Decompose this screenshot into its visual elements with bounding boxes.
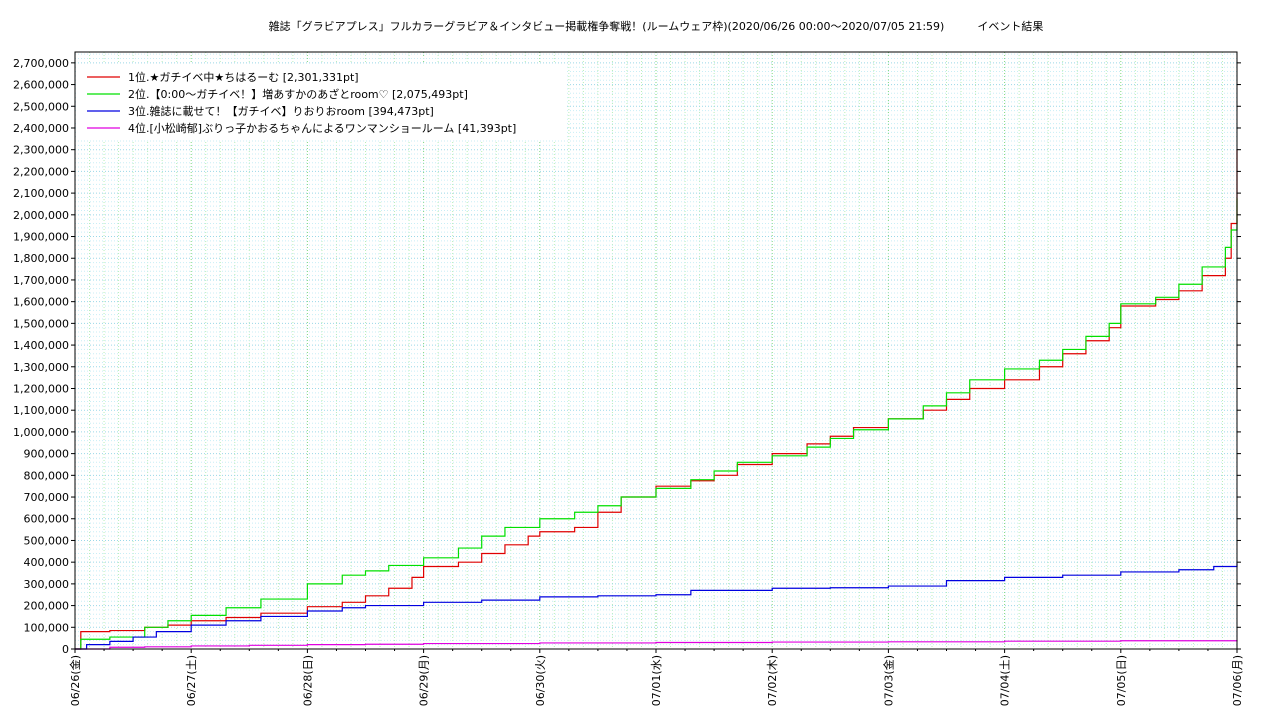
legend: 1位.★ガチイベ中★ちはるーむ [2,301,331pt] 2位.【0:00～ガチ…: [77, 64, 567, 140]
x-axis: 06/26(金) 06/27(土) 06/28(日) 06/29(月) 06/30(火)…: [68, 649, 1244, 706]
y-tick-label: 400,000: [24, 556, 70, 569]
y-tick-label: 1,300,000: [13, 361, 69, 374]
y-tick-label: 2,000,000: [13, 209, 69, 222]
x-tick-label: 06/28(日): [301, 655, 314, 706]
y-tick-label: 200,000: [24, 600, 70, 613]
y-tick-label: 600,000: [24, 513, 70, 526]
series-line-2: [75, 198, 1238, 650]
y-tick-label: 1,200,000: [13, 382, 69, 395]
x-tick-label: 06/27(土): [185, 655, 198, 706]
y-tick-label: 2,500,000: [13, 100, 69, 113]
legend-background: [77, 64, 567, 140]
x-tick-label: 07/05(日): [1115, 655, 1128, 706]
y-tick-label: 800,000: [24, 469, 70, 482]
y-tick-label: 2,400,000: [13, 122, 69, 135]
series-line-3: [75, 563, 1238, 650]
y-tick-label: 900,000: [24, 448, 70, 461]
x-tick-label: 06/30(火): [534, 655, 547, 706]
x-tick-label: 06/29(月): [418, 655, 431, 706]
y-tick-label: 700,000: [24, 491, 70, 504]
y-tick-label: 2,700,000: [13, 57, 69, 70]
y-tick-label: 2,200,000: [13, 165, 69, 178]
y-tick-label: 2,300,000: [13, 144, 69, 157]
x-tick-label: 07/01(水): [650, 655, 663, 706]
legend-label-1: 1位.★ガチイベ中★ちはるーむ [2,301,331pt]: [128, 70, 359, 84]
y-tick-label: 2,100,000: [13, 187, 69, 200]
y-tick-label: 1,700,000: [13, 274, 69, 287]
y-tick-label: 2,600,000: [13, 79, 69, 92]
y-tick-label: 300,000: [24, 578, 70, 591]
series-line-4: [75, 640, 1238, 650]
legend-label-3: 3位.雑誌に載せて！【ガチイベ】りおりおroom [394,473pt]: [128, 104, 434, 118]
x-tick-label: 07/02(木): [766, 655, 779, 706]
y-tick-label: 1,800,000: [13, 252, 69, 265]
y-tick-label: 1,600,000: [13, 296, 69, 309]
legend-label-4: 4位.[小松崎郁]ぶりっ子かおるちゃんによるワンマンショールーム [41,393…: [128, 121, 516, 135]
y-axis: 0 100,000 200,000 300,000 400,000 500,000 600,…: [13, 57, 1241, 656]
y-tick-label: 1,500,000: [13, 317, 69, 330]
x-tick-label: 07/04(土): [999, 655, 1012, 706]
y-tick-label: 1,400,000: [13, 339, 69, 352]
legend-label-2: 2位.【0:00～ガチイベ！】増あすかのあざとroom♡ [2,075,493p…: [128, 87, 468, 101]
y-tick-label: 1,900,000: [13, 231, 69, 244]
y-tick-label: 0: [62, 643, 69, 656]
y-tick-label: 1,000,000: [13, 426, 69, 439]
y-tick-label: 500,000: [24, 534, 70, 547]
series-lines: [75, 149, 1238, 650]
y-tick-label: 1,100,000: [13, 404, 69, 417]
x-tick-label: 06/26(金): [68, 655, 82, 706]
chart-title: 雑誌「グラビアプレス」フルカラーグラビア＆インタビュー掲載権争奪戦！(ルームウェ…: [268, 20, 1044, 33]
x-tick-label: 07/03(金): [881, 655, 895, 706]
y-tick-label: 100,000: [24, 621, 70, 634]
grid: [74, 52, 1238, 650]
x-tick-label: 07/06(月): [1231, 655, 1244, 706]
